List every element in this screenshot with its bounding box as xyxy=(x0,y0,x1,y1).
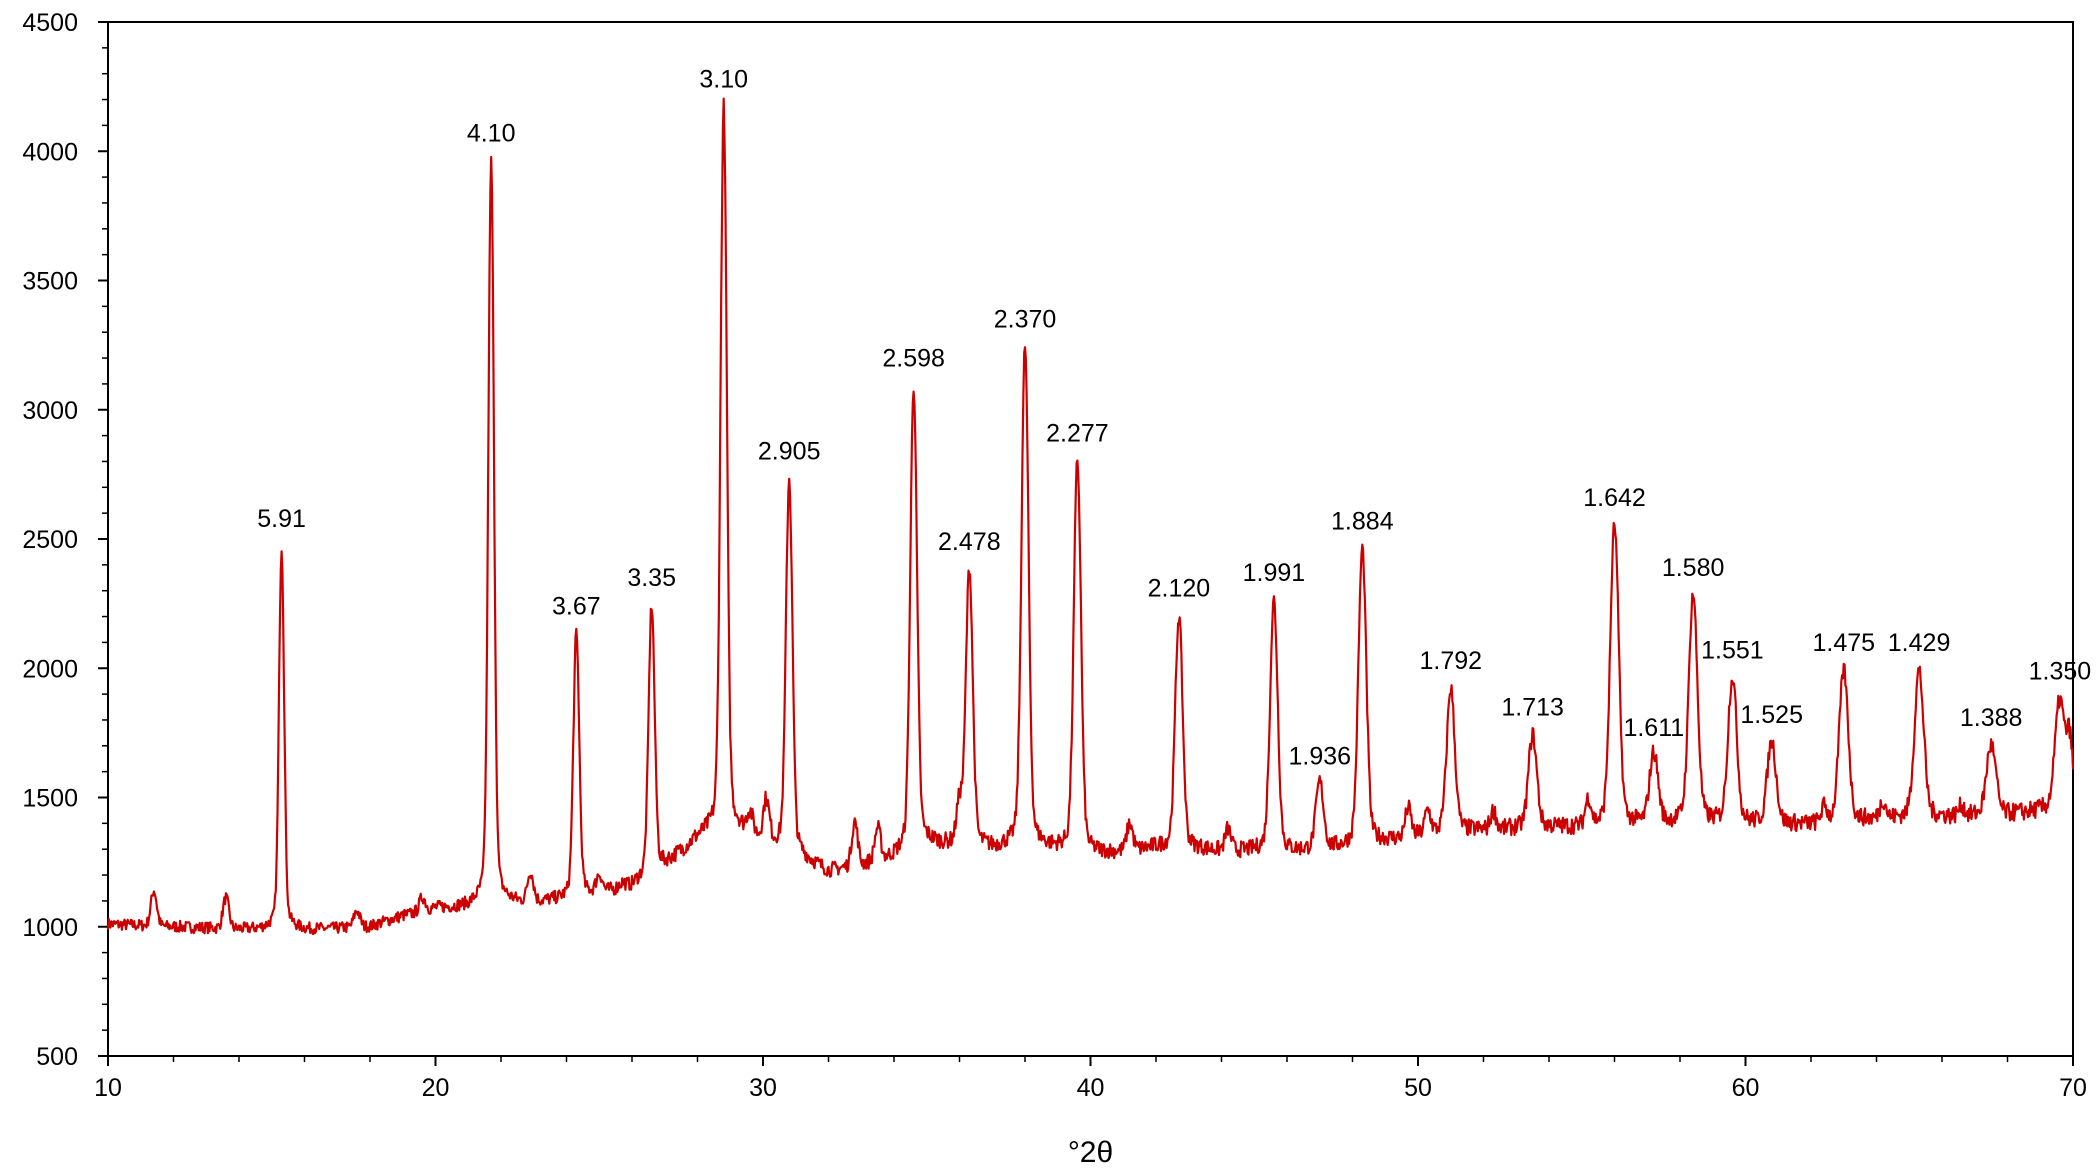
x-tick-label: 20 xyxy=(422,1074,450,1102)
x-tick-label: 70 xyxy=(2059,1074,2087,1102)
peak-label: 1.884 xyxy=(1331,507,1394,535)
peak-label: 1.429 xyxy=(1888,629,1951,657)
x-tick-label: 60 xyxy=(1732,1074,1760,1102)
x-axis-title: °2θ xyxy=(1068,1136,1113,1169)
peak-label: 1.792 xyxy=(1419,647,1482,675)
axes xyxy=(107,21,2074,1057)
y-tick-label: 1500 xyxy=(22,785,78,813)
peak-label: 4.10 xyxy=(467,120,516,148)
peak-label: 2.370 xyxy=(994,306,1057,334)
peak-labels: 5.91 4.10 3.67 3.35 3.10 2.905 2.598 2.478 2.370… xyxy=(257,65,2091,770)
x-tick-label: 30 xyxy=(749,1074,777,1102)
series xyxy=(106,97,2075,935)
x-tick-label: 50 xyxy=(1404,1074,1432,1102)
y-tick-label: 3500 xyxy=(22,268,78,296)
y-tick-label: 1000 xyxy=(22,914,78,942)
peak-label: 1.580 xyxy=(1662,554,1725,582)
peak-label: 1.388 xyxy=(1960,704,2023,732)
plot-frame xyxy=(107,21,2074,1057)
peak-label: 5.91 xyxy=(257,505,306,533)
xrd-series-line xyxy=(106,97,2075,935)
peak-label: 1.713 xyxy=(1501,693,1564,721)
y-tick-label: 500 xyxy=(36,1043,78,1071)
peak-label: 3.67 xyxy=(552,593,601,621)
peak-label: 3.35 xyxy=(627,564,676,592)
peak-label: 3.10 xyxy=(699,65,748,93)
peak-label: 1.475 xyxy=(1812,629,1875,657)
y-tick-label: 4500 xyxy=(22,9,78,37)
peak-label: 1.611 xyxy=(1623,714,1684,742)
peak-label: 1.551 xyxy=(1701,637,1764,665)
peak-label: 1.936 xyxy=(1288,743,1351,771)
peak-label: 1.642 xyxy=(1583,484,1646,512)
peak-label: 2.598 xyxy=(882,344,945,372)
peak-label: 1.525 xyxy=(1740,701,1803,729)
x-tick-label: 40 xyxy=(1077,1074,1105,1102)
y-tick-label: 2000 xyxy=(22,655,78,683)
ticks: 10 20 30 40 50 60 70 500 1000 1500 2000 2500 3000 350… xyxy=(22,9,2087,1102)
peak-label: 2.120 xyxy=(1148,575,1211,603)
peak-label: 2.277 xyxy=(1046,419,1109,447)
peak-label: 2.478 xyxy=(938,528,1001,556)
peak-label: 1.991 xyxy=(1243,559,1306,587)
y-tick-label: 2500 xyxy=(22,526,78,554)
x-tick-label: 10 xyxy=(94,1074,122,1102)
peak-label: 2.905 xyxy=(758,438,821,466)
y-tick-label: 3000 xyxy=(22,397,78,425)
y-tick-label: 4000 xyxy=(22,138,78,166)
peak-label: 1.350 xyxy=(2029,657,2092,685)
